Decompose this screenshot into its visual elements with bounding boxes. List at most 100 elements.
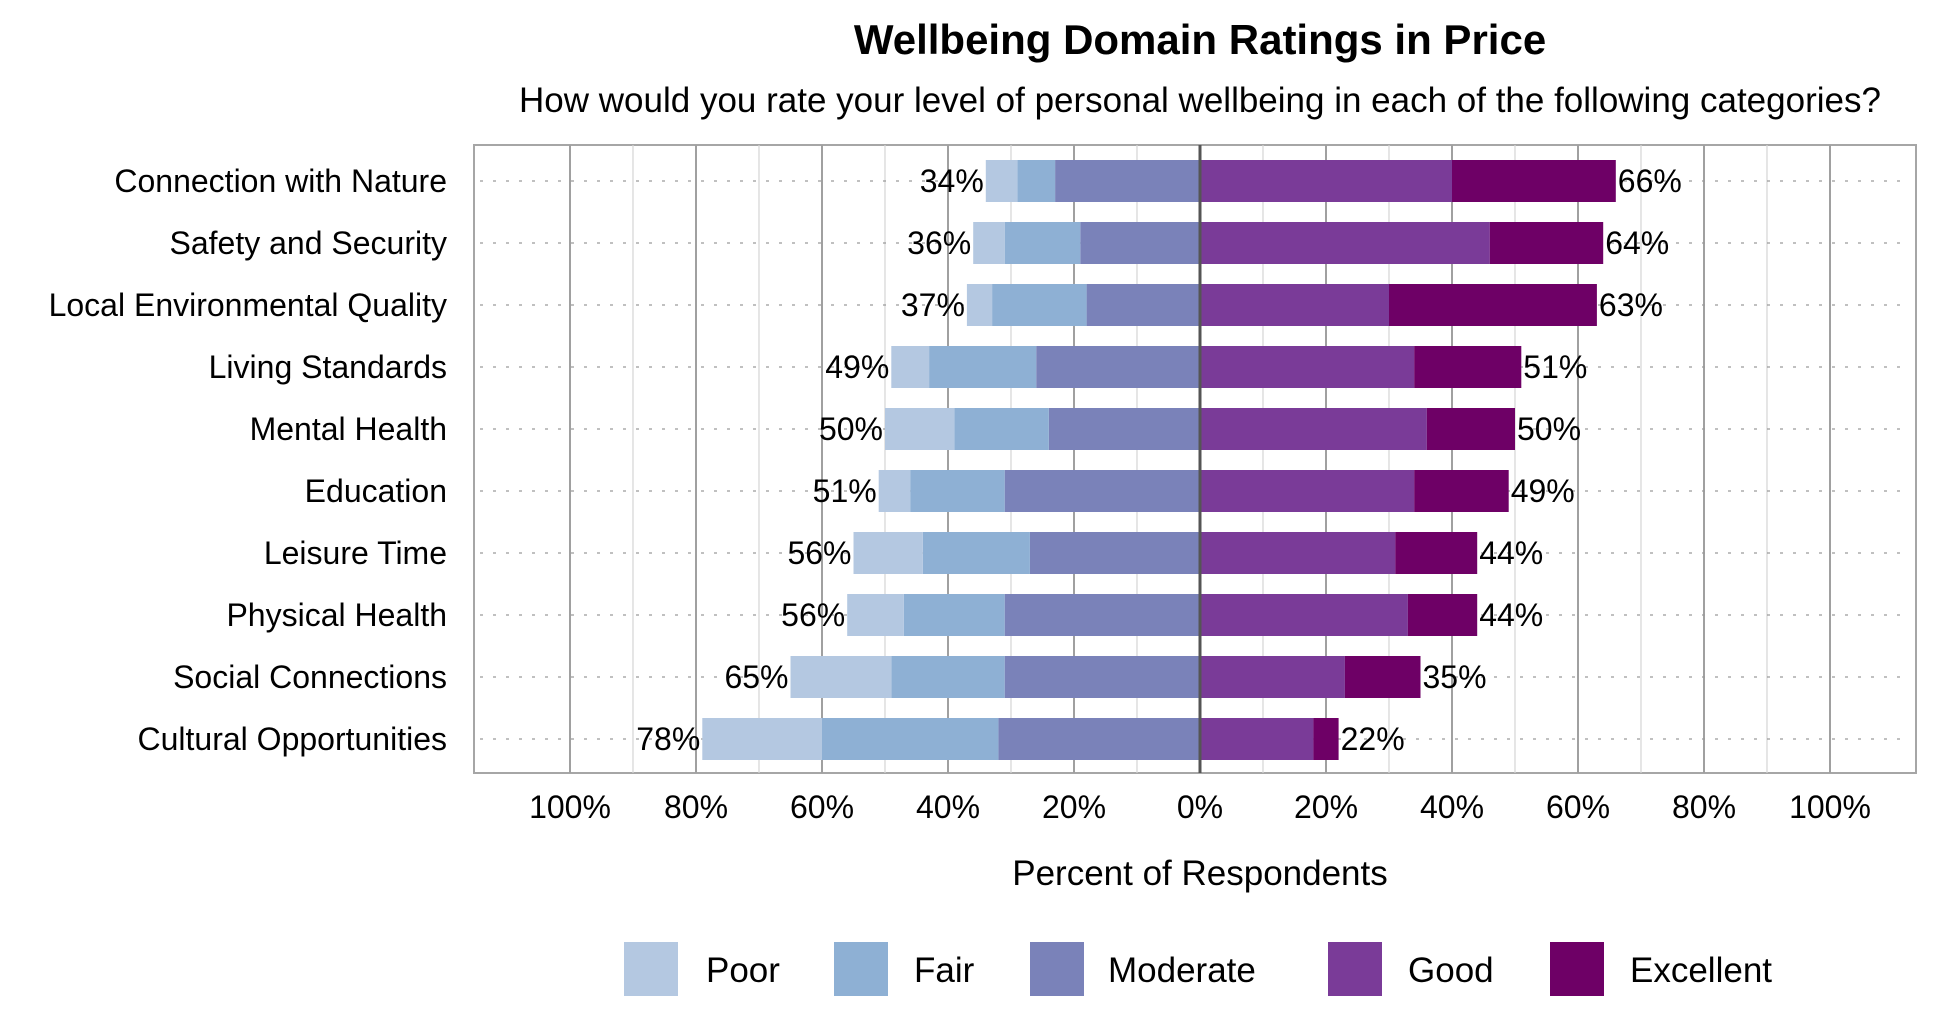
bar-moderate xyxy=(1004,656,1200,698)
category-label: Mental Health xyxy=(250,411,447,447)
category-label: Living Standards xyxy=(209,349,447,385)
negative-total-label: 34% xyxy=(920,163,984,199)
legend-swatch-good xyxy=(1328,942,1382,996)
bar-poor xyxy=(885,408,955,450)
bar-poor xyxy=(891,346,930,388)
bar-good xyxy=(1200,346,1415,388)
x-axis-label: Percent of Respondents xyxy=(1012,854,1388,893)
bar-fair xyxy=(903,594,1005,636)
bar-fair xyxy=(954,408,1049,450)
positive-total-label: 50% xyxy=(1517,411,1581,447)
bar-moderate xyxy=(1086,284,1200,326)
bar-poor xyxy=(985,160,1018,202)
x-tick-label: 60% xyxy=(1546,789,1610,825)
positive-total-label: 44% xyxy=(1479,535,1543,571)
bar-excellent xyxy=(1395,532,1478,574)
bar-moderate xyxy=(1004,470,1200,512)
bar-good xyxy=(1200,408,1427,450)
positive-total-label: 51% xyxy=(1523,349,1587,385)
bar-poor xyxy=(702,718,822,760)
x-tick-label: 20% xyxy=(1042,789,1106,825)
bar-moderate xyxy=(1080,222,1200,264)
legend-label-fair: Fair xyxy=(914,951,975,990)
x-tick-label: 0% xyxy=(1177,789,1223,825)
bar-good xyxy=(1200,718,1314,760)
bar-moderate xyxy=(998,718,1200,760)
bar-poor xyxy=(790,656,892,698)
legend: Poor Fair Moderate Good Excellent xyxy=(624,942,1772,996)
x-tick-label: 40% xyxy=(1420,789,1484,825)
bar-moderate xyxy=(1055,160,1200,202)
category-label: Local Environmental Quality xyxy=(49,287,447,323)
bar-poor xyxy=(973,222,1005,264)
bar-excellent xyxy=(1489,222,1604,264)
category-label: Social Connections xyxy=(173,659,447,695)
legend-label-moderate: Moderate xyxy=(1108,951,1256,990)
negative-total-label: 49% xyxy=(825,349,889,385)
bar-excellent xyxy=(1389,284,1597,326)
category-label: Physical Health xyxy=(226,597,447,633)
category-label: Education xyxy=(305,473,447,509)
bar-good xyxy=(1200,656,1345,698)
x-tick-label: 80% xyxy=(664,789,728,825)
bar-good xyxy=(1200,284,1389,326)
x-tick-labels: 100% 80% 60% 40% 20% 0% 20% 40% 60% 80% 100% xyxy=(529,789,1871,825)
positive-total-label: 66% xyxy=(1618,163,1682,199)
bar-poor xyxy=(853,532,923,574)
negative-total-label: 78% xyxy=(636,721,700,757)
legend-label-poor: Poor xyxy=(706,951,780,990)
bar-poor xyxy=(878,470,911,512)
bar-fair xyxy=(929,346,1037,388)
positive-total-label: 63% xyxy=(1599,287,1663,323)
x-tick-label: 100% xyxy=(529,789,611,825)
legend-label-good: Good xyxy=(1408,951,1494,990)
negative-total-label: 51% xyxy=(813,473,877,509)
bar-excellent xyxy=(1344,656,1421,698)
x-tick-label: 80% xyxy=(1672,789,1736,825)
bar-fair xyxy=(822,718,999,760)
bar-excellent xyxy=(1414,346,1522,388)
category-labels: Connection with Nature Safety and Securit… xyxy=(49,163,447,757)
positive-total-label: 35% xyxy=(1423,659,1487,695)
bar-poor xyxy=(847,594,904,636)
bar-fair xyxy=(922,532,1030,574)
bar-good xyxy=(1200,222,1490,264)
bar-fair xyxy=(992,284,1087,326)
bar-excellent xyxy=(1313,718,1339,760)
negative-total-label: 37% xyxy=(901,287,965,323)
bar-good xyxy=(1200,160,1452,202)
bar-moderate xyxy=(1036,346,1200,388)
category-label: Cultural Opportunities xyxy=(138,721,447,757)
legend-swatch-fair xyxy=(834,942,888,996)
positive-total-label: 64% xyxy=(1605,225,1669,261)
positive-total-label: 49% xyxy=(1511,473,1575,509)
negative-total-label: 65% xyxy=(724,659,788,695)
negative-total-label: 56% xyxy=(781,597,845,633)
bar-good xyxy=(1200,594,1408,636)
x-tick-label: 100% xyxy=(1789,789,1871,825)
category-label: Leisure Time xyxy=(264,535,447,571)
chart-title: Wellbeing Domain Ratings in Price xyxy=(854,16,1546,63)
legend-swatch-excellent xyxy=(1550,942,1604,996)
bar-fair xyxy=(1017,160,1056,202)
bar-excellent xyxy=(1414,470,1509,512)
bar-moderate xyxy=(1029,532,1200,574)
bar-good xyxy=(1200,532,1396,574)
negative-total-label: 56% xyxy=(787,535,851,571)
bar-moderate xyxy=(1048,408,1200,450)
bar-fair xyxy=(910,470,1005,512)
positive-total-label: 44% xyxy=(1479,597,1543,633)
positive-total-label: 22% xyxy=(1341,721,1405,757)
legend-swatch-poor xyxy=(624,942,678,996)
bar-excellent xyxy=(1426,408,1515,450)
x-tick-label: 60% xyxy=(790,789,854,825)
bar-moderate xyxy=(1004,594,1200,636)
negative-total-label: 50% xyxy=(819,411,883,447)
category-label: Safety and Security xyxy=(170,225,447,261)
category-label: Connection with Nature xyxy=(114,163,447,199)
x-tick-label: 20% xyxy=(1294,789,1358,825)
bars xyxy=(702,145,1616,773)
bar-excellent xyxy=(1407,594,1478,636)
negative-total-label: 36% xyxy=(907,225,971,261)
